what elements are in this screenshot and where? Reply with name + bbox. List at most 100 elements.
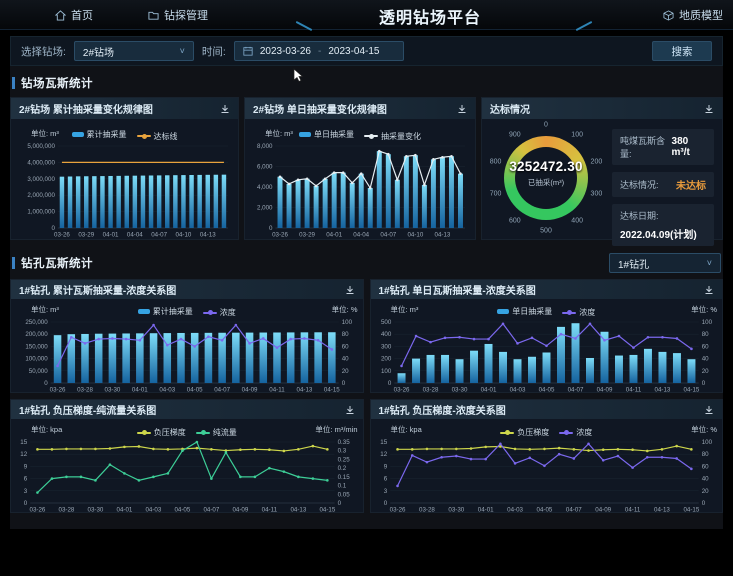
svg-text:60: 60 xyxy=(701,343,708,350)
section-accent-bar xyxy=(12,257,15,269)
svg-text:04-15: 04-15 xyxy=(324,387,340,394)
nav-item-drilling-management[interactable]: 钻探管理 xyxy=(148,7,208,23)
chart-legend-row: 单位: m³ 单日抽采量 抽采量变化 xyxy=(245,126,475,142)
svg-text:40: 40 xyxy=(701,356,708,363)
svg-text:3: 3 xyxy=(24,488,28,495)
download-icon[interactable] xyxy=(345,285,355,295)
section-header-site-stats: 钻场瓦斯统计 xyxy=(10,66,723,97)
svg-text:0.15: 0.15 xyxy=(338,474,351,481)
svg-text:9: 9 xyxy=(383,463,387,470)
svg-text:250,000: 250,000 xyxy=(26,319,49,326)
svg-text:04-07: 04-07 xyxy=(567,387,583,394)
site-select-value: 2#钻场 xyxy=(82,47,115,59)
svg-text:04-11: 04-11 xyxy=(626,387,642,394)
legend-item[interactable]: 纯流量 xyxy=(195,427,237,438)
date-end-value: 2023-04-15 xyxy=(328,45,380,57)
chart-legend: 负压梯度 浓度 xyxy=(495,421,597,439)
svg-text:300: 300 xyxy=(381,343,392,350)
legend-item[interactable]: 浓度 xyxy=(559,427,592,438)
svg-text:150,000: 150,000 xyxy=(26,343,49,350)
gauge: 0 100 200 300 400 500 600 700 800 900 3252472.30 … xyxy=(482,121,610,237)
svg-text:100: 100 xyxy=(342,319,353,326)
svg-text:04-01: 04-01 xyxy=(103,232,119,239)
svg-text:04-15: 04-15 xyxy=(320,507,336,514)
download-icon[interactable] xyxy=(704,104,714,114)
gauge-value-label: 已抽采(m³) xyxy=(527,178,565,187)
chart-title: 1#钻孔 累计瓦斯抽采量-浓度关系图 xyxy=(19,286,177,297)
svg-text:04-13: 04-13 xyxy=(291,507,307,514)
site-select[interactable]: 2#钻场 ˅ xyxy=(73,41,194,61)
gauge-stats: 吨煤瓦斯含量: 380 m³/t 达标情况: 未达标 达标日期: 2022.04… xyxy=(610,121,718,253)
legend-item[interactable]: 累计抽采量 xyxy=(71,129,127,140)
download-icon[interactable] xyxy=(220,104,230,114)
legend-swatch-dot xyxy=(207,310,213,315)
filter-bar: 选择钻场: 2#钻场 ˅ 时间: 2023-03-26 - 2023-04-15… xyxy=(10,36,723,66)
legend-swatch-dot xyxy=(505,430,511,435)
legend-swatch xyxy=(364,133,378,139)
chart-legend-row: 单位: m³ 累计抽采量 达标线 xyxy=(11,126,238,142)
nav-item-home[interactable]: 首页 xyxy=(55,7,93,23)
svg-text:100: 100 xyxy=(701,439,712,446)
svg-text:04-05: 04-05 xyxy=(538,387,554,394)
legend-swatch xyxy=(497,308,510,314)
home-icon xyxy=(55,9,66,21)
legend-item[interactable]: 负压梯度 xyxy=(500,427,549,438)
hole-select-value: 1#钻孔 xyxy=(618,259,650,271)
legend-item[interactable]: 单日抽采量 xyxy=(299,129,354,140)
svg-text:0.35: 0.35 xyxy=(338,439,351,446)
svg-text:04-05: 04-05 xyxy=(536,507,552,514)
svg-text:04-03: 04-03 xyxy=(160,387,176,394)
chart-legend-row: 单位: m³ 累计抽采量 浓度 单位: % xyxy=(11,301,363,319)
chart-canvas-hole-cumulative: 0 50,000 100,000 150,000 200,000 250,000 0 20 40… xyxy=(26,319,353,394)
legend-item[interactable]: 浓度 xyxy=(562,307,595,318)
panel-hole-cumulative: 1#钻孔 累计瓦斯抽采量-浓度关系图 单位: m³ 累计抽采量 浓度 单位: % … xyxy=(10,279,364,394)
nav-item-geology-model[interactable]: 地质模型 xyxy=(663,7,723,23)
svg-text:40: 40 xyxy=(342,356,349,363)
download-icon[interactable] xyxy=(704,285,714,295)
hole-select[interactable]: 1#钻孔 ˅ xyxy=(609,253,721,273)
legend-item[interactable]: 负压梯度 xyxy=(136,427,186,438)
chart-title: 1#钻孔 单日瓦斯抽采量-浓度关系图 xyxy=(378,286,536,297)
download-icon[interactable] xyxy=(345,405,355,415)
legend-item[interactable]: 累计抽采量 xyxy=(137,306,193,317)
legend-swatch-dot xyxy=(141,133,147,139)
legend-item[interactable]: 浓度 xyxy=(202,307,236,318)
svg-text:4,000,000: 4,000,000 xyxy=(27,159,55,166)
svg-text:04-01: 04-01 xyxy=(132,387,148,394)
date-range-picker[interactable]: 2023-03-26 - 2023-04-15 xyxy=(233,41,404,61)
legend-item[interactable]: 达标线 xyxy=(136,131,178,142)
chart-legend: 累计抽采量 浓度 xyxy=(133,301,241,319)
panel-cumulative-extraction: 2#钻场 累计抽采量变化规律图 单位: m³ 累计抽采量 达标线 0 1,000,0… xyxy=(10,97,239,240)
svg-text:80: 80 xyxy=(342,331,349,338)
panel-pressure-concentration: 1#钻孔 负压梯度-浓度关系图 单位: kpa 负压梯度 浓度 单位: % 0 3 6… xyxy=(369,399,723,514)
legend-swatch xyxy=(195,430,210,435)
svg-text:15: 15 xyxy=(21,439,28,446)
svg-text:03-26: 03-26 xyxy=(272,232,288,239)
section-title: 钻场瓦斯统计 xyxy=(21,78,93,90)
legend-item[interactable]: 单日抽采量 xyxy=(497,306,552,317)
gauge-tick-label: 500 xyxy=(540,227,552,235)
svg-text:04-13: 04-13 xyxy=(654,507,670,514)
stat-compliance-date: 达标日期: 2022.04.09(计划) xyxy=(612,204,714,246)
legend-swatch xyxy=(299,132,311,137)
gauge-tick-label: 900 xyxy=(509,131,521,139)
svg-text:04-09: 04-09 xyxy=(595,507,611,514)
download-icon[interactable] xyxy=(457,104,467,114)
hole-stats-row-2: 1#钻孔 负压梯度-纯流量关系图 单位: kpa 负压梯度 纯流量 单位: m³/… xyxy=(10,399,723,514)
svg-text:03-29: 03-29 xyxy=(299,232,315,239)
chevron-down-icon: ˅ xyxy=(179,45,185,56)
legend-item[interactable]: 抽采量变化 xyxy=(364,131,421,142)
gauge-tick-label: 400 xyxy=(571,217,583,225)
svg-text:0: 0 xyxy=(701,380,705,387)
svg-text:6: 6 xyxy=(24,476,28,483)
unit-right-label: 单位: % xyxy=(691,305,717,314)
svg-text:100: 100 xyxy=(381,368,392,375)
svg-text:100,000: 100,000 xyxy=(26,356,49,363)
svg-text:04-07: 04-07 xyxy=(214,387,230,394)
folder-icon xyxy=(148,11,159,20)
search-button[interactable]: 搜索 xyxy=(652,41,712,61)
svg-text:04-03: 04-03 xyxy=(507,507,523,514)
download-icon[interactable] xyxy=(704,405,714,415)
section-header-hole-stats: 钻孔瓦斯统计 1#钻孔 ˅ xyxy=(10,240,723,279)
svg-text:0.1: 0.1 xyxy=(338,483,347,490)
